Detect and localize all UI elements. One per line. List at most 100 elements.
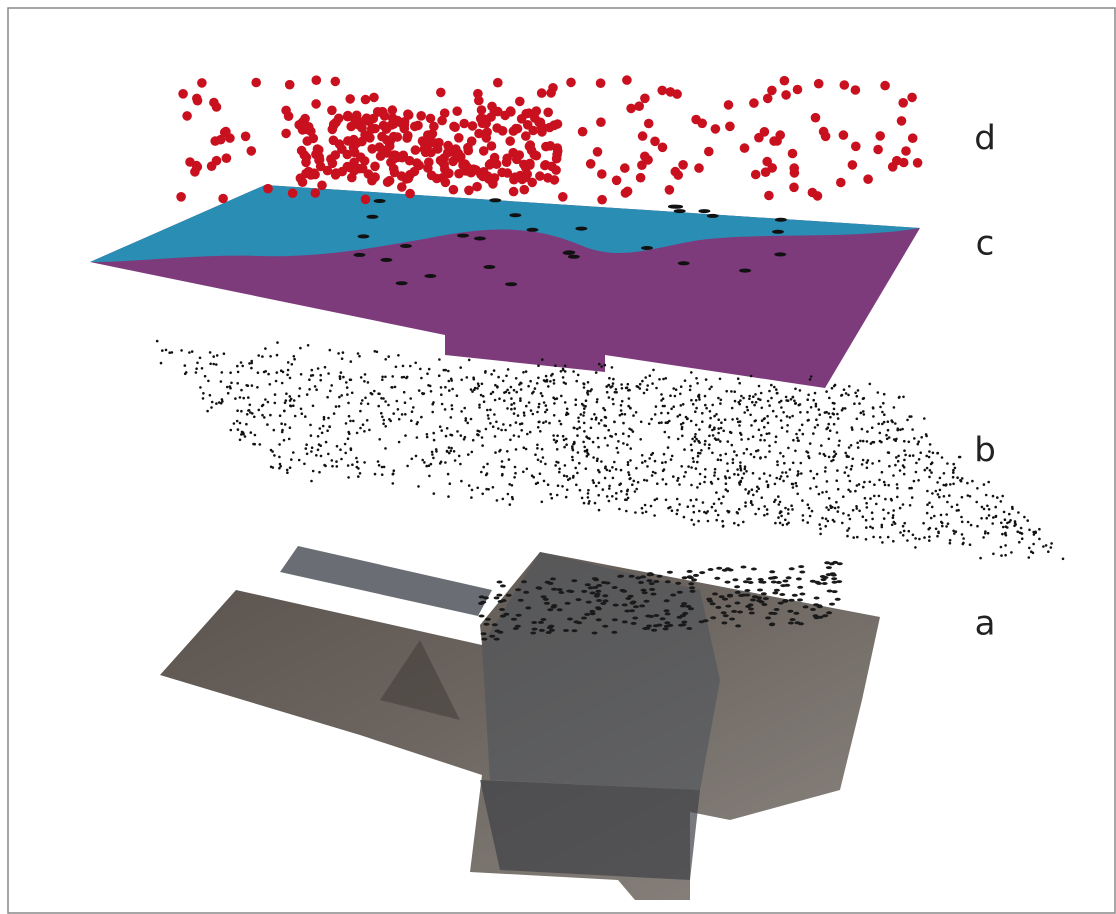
cloud-point [550,374,553,377]
cloud-point [773,500,776,504]
cloud-point [432,431,436,435]
cloud-point [740,394,743,398]
cloud-point [794,481,798,485]
ortho-dark [482,552,720,790]
ortho-speck [675,581,682,585]
cloud-point [856,441,859,445]
cloud-point [908,504,912,507]
cloud-point [914,537,917,540]
ortho-speck [542,597,549,601]
layer-label: a [975,604,996,644]
cloud-point [395,399,399,403]
red-point [327,158,338,169]
cloud-point [676,437,680,441]
cloud-point [576,451,580,454]
cloud-point [787,512,790,515]
cloud-point [427,367,431,371]
cloud-point [784,518,787,522]
cloud-point [903,439,906,443]
red-point [386,120,397,130]
red-point [367,144,378,154]
cloud-point [923,468,927,472]
cloud-point [946,500,949,504]
cloud-point [837,506,840,509]
ortho-speck [640,588,647,592]
red-point [723,100,734,110]
cloud-point [380,397,383,400]
cloud-point [849,467,853,471]
cloud-point [638,387,642,390]
cloud-point [731,458,735,461]
cloud-point [813,391,817,395]
cloud-point [590,388,593,391]
cloud-point [350,391,354,395]
cloud-point [951,475,955,479]
ortho-speck [747,581,754,584]
cloud-point [925,511,929,515]
cloud-point [558,470,561,474]
cloud-point [863,496,867,500]
cloud-point [760,496,764,500]
cloud-point [797,472,800,476]
cloud-point [980,517,983,520]
cloud-point [437,374,441,378]
cloud-point [710,482,714,485]
cloud-point [895,483,899,486]
cloud-point [400,413,404,416]
ortho-speck [760,592,767,596]
cloud-point [952,471,955,474]
cloud-point [269,355,272,358]
cloud-point [996,496,999,499]
cloud-point [627,397,631,400]
cloud-point [859,411,863,415]
cloud-point [862,413,866,416]
cloud-point [739,464,742,468]
cloud-point [633,490,637,493]
cloud-point [770,396,773,400]
cloud-point [783,461,786,465]
cloud-point [791,486,795,489]
cloud-point [505,374,508,378]
cloud-point [502,465,506,469]
cloud-point [188,351,191,354]
cloud-point [373,472,377,476]
cloud-point [745,447,749,451]
cloud-point [835,431,839,434]
ortho-speck [810,608,816,611]
cloud-point [1006,526,1009,529]
cloud-point [555,439,559,443]
red-point [488,179,498,189]
cloud-point [960,477,964,480]
cloud-point [952,482,955,486]
cloud-point [347,414,351,418]
cloud-point [857,483,861,486]
cloud-point [749,374,753,378]
cloud-point [777,516,780,519]
cloud-point [622,421,625,425]
cloud-point [818,523,821,526]
cloud-point [365,419,369,422]
ortho-speck [624,609,631,613]
ortho-speck [676,590,683,594]
ortho-speck [499,614,506,618]
cloud-point [635,487,638,491]
cloud-point [896,428,899,432]
ortho-speck [515,613,522,617]
cloud-point [828,396,831,400]
cloud-point [848,385,851,388]
cloud-point [646,384,649,387]
ortho-speck [563,629,569,632]
cloud-point [522,446,526,450]
cloud-point [1000,521,1003,525]
ortho-speck [725,604,732,608]
cloud-point [882,420,886,424]
cloud-point [765,508,769,511]
ortho-speck [505,593,512,597]
cloud-point [1047,550,1050,553]
cloud-point [272,428,276,432]
cloud-point [620,412,624,416]
cloud-point [269,465,273,469]
cloud-point [945,513,948,516]
ortho-speck [831,590,838,594]
cloud-point [202,392,205,395]
